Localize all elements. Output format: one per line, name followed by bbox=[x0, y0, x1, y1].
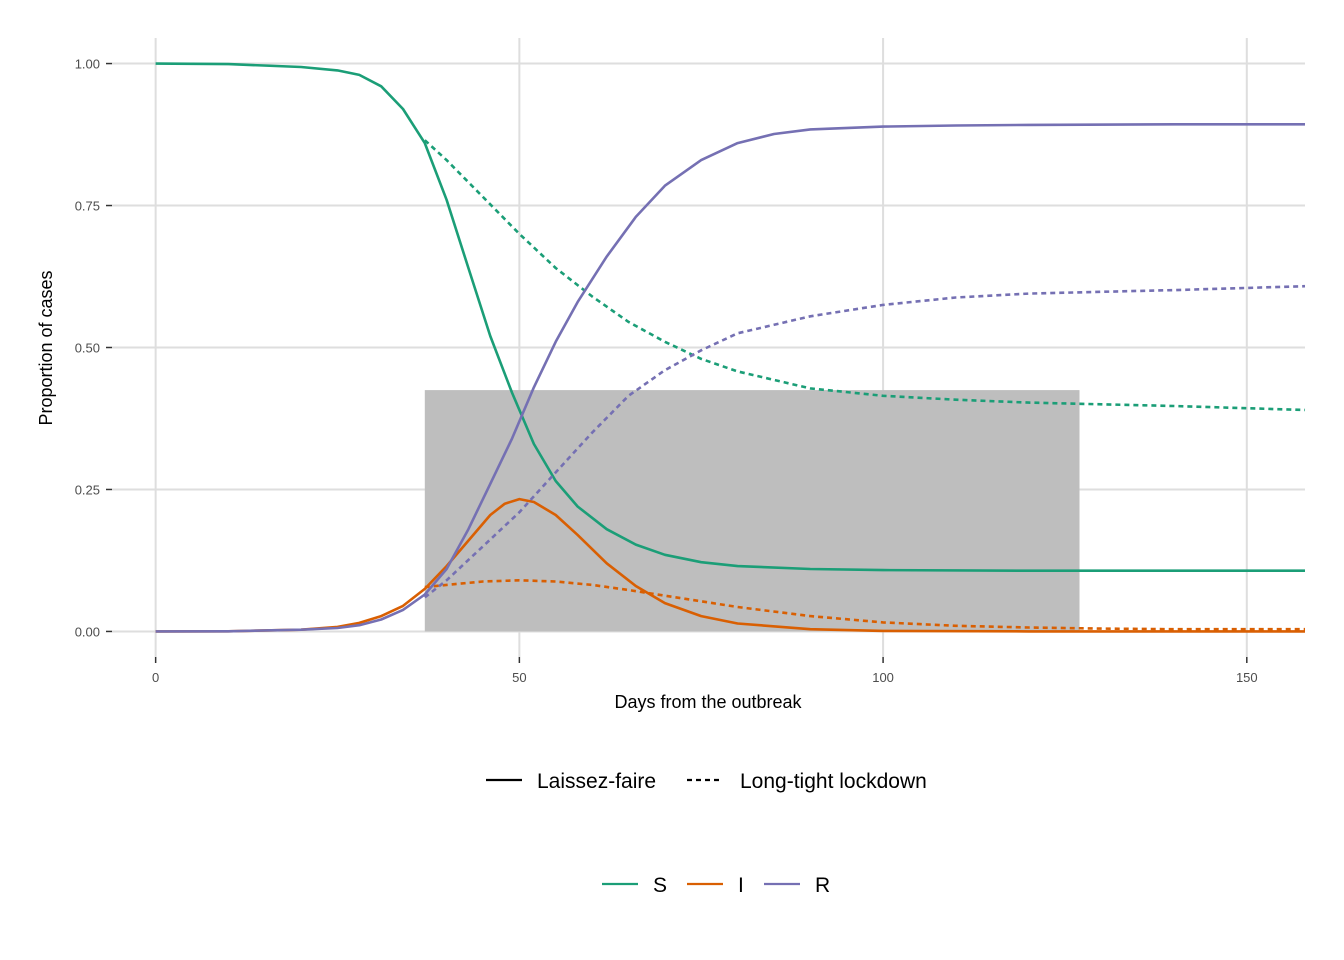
series-line-s-dashed bbox=[423, 139, 1306, 412]
y-tick-label-4: 1.00 bbox=[75, 57, 100, 72]
series-line-s-solid bbox=[155, 62, 1305, 572]
axes: 0.00 0.25 0.50 0.75 1.00 0 50 100 150 bbox=[75, 57, 1258, 685]
series-line-r-dashed bbox=[423, 284, 1306, 599]
x-tick-label-3: 150 bbox=[1236, 670, 1258, 685]
series-lines bbox=[155, 62, 1306, 633]
series-line-i-dashed bbox=[424, 579, 1305, 631]
lockdown-shaded-region bbox=[424, 390, 1080, 632]
series-line-r-solid bbox=[155, 123, 1305, 633]
y-tick-label-2: 0.50 bbox=[75, 341, 100, 356]
legend-label-laissez-faire: Laissez-faire bbox=[537, 770, 656, 793]
legend-label-s: S bbox=[653, 874, 667, 897]
y-axis-title: Proportion of cases bbox=[36, 270, 56, 425]
x-tick-label-2: 100 bbox=[872, 670, 894, 685]
x-tick-label-0: 0 bbox=[152, 670, 159, 685]
y-tick-label-1: 0.25 bbox=[75, 482, 100, 497]
x-axis-title: Days from the outbreak bbox=[614, 692, 802, 712]
legend-label-long-tight-lockdown: Long-tight lockdown bbox=[740, 770, 927, 793]
legend-label-r: R bbox=[815, 874, 830, 897]
y-tick-label-3: 0.75 bbox=[75, 199, 100, 214]
x-tick-label-1: 50 bbox=[512, 670, 526, 685]
legend-linetype: Laissez-faire Long-tight lockdown bbox=[486, 770, 927, 793]
legend-label-i: I bbox=[738, 874, 744, 897]
series-line-i-solid bbox=[155, 497, 1305, 633]
legend-color: S I R bbox=[602, 874, 830, 897]
lockdown-period-rect bbox=[424, 390, 1080, 632]
y-tick-label-0: 0.00 bbox=[75, 624, 100, 639]
